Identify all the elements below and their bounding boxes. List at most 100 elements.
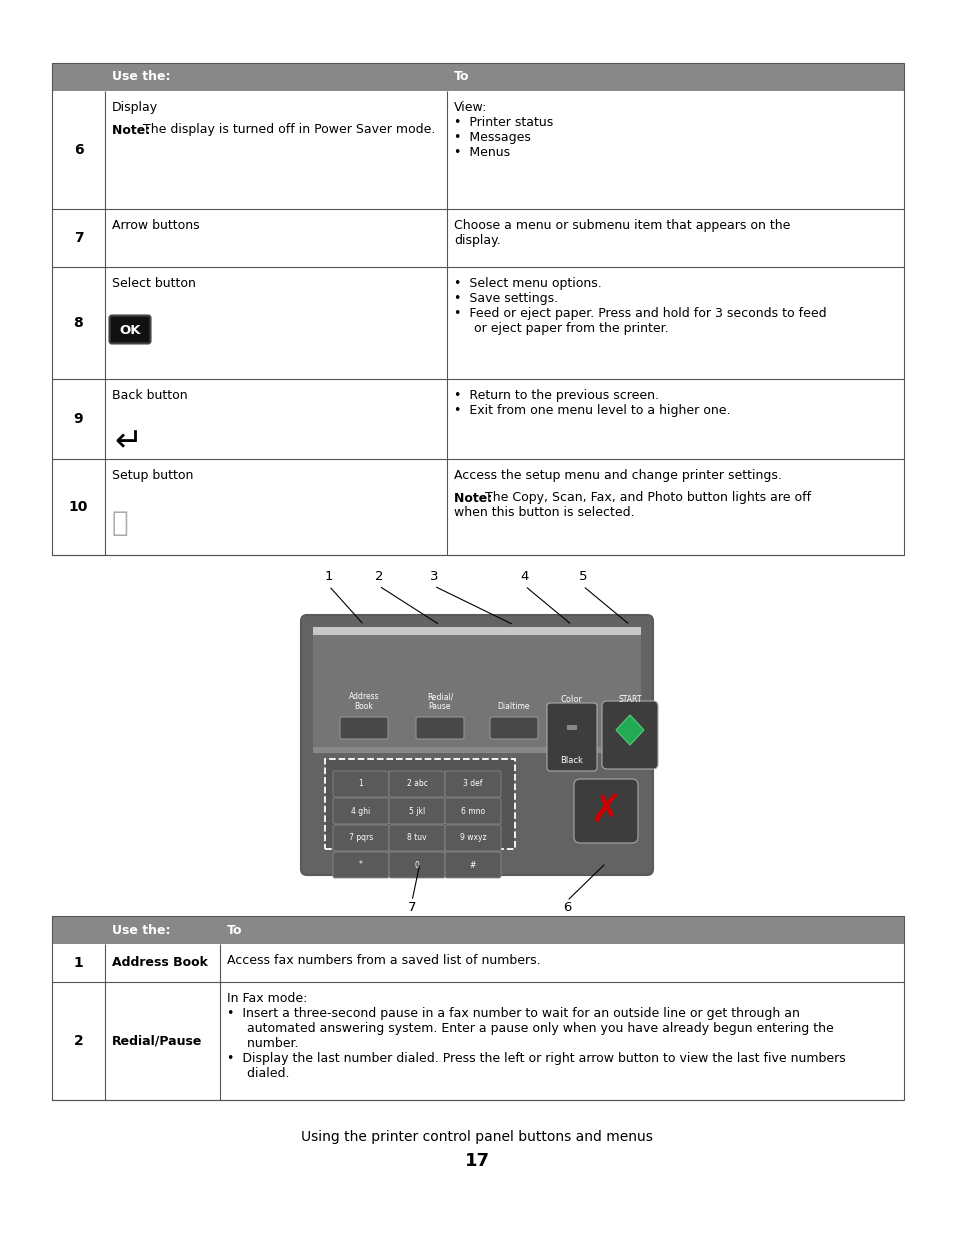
Bar (52, 459, 903, 555)
FancyBboxPatch shape (333, 825, 389, 851)
Text: 3: 3 (429, 571, 437, 583)
FancyBboxPatch shape (333, 852, 389, 878)
Text: •  Messages: • Messages (454, 131, 530, 144)
Text: Color: Color (560, 695, 582, 704)
FancyBboxPatch shape (333, 771, 389, 797)
FancyBboxPatch shape (444, 825, 500, 851)
Bar (52, 91, 903, 209)
Text: 5: 5 (578, 571, 587, 583)
Text: 0: 0 (415, 861, 419, 869)
Text: 2: 2 (73, 1034, 83, 1049)
Bar (313, 635, 640, 751)
FancyBboxPatch shape (301, 615, 652, 876)
Text: 1: 1 (324, 571, 333, 583)
FancyBboxPatch shape (546, 703, 597, 771)
Text: 6 mno: 6 mno (460, 806, 484, 815)
Text: Black: Black (560, 756, 583, 764)
Text: Setup button: Setup button (112, 469, 193, 482)
Text: ↵: ↵ (113, 425, 142, 458)
Text: dialed.: dialed. (227, 1067, 289, 1079)
Text: •  Return to the previous screen.: • Return to the previous screen. (454, 389, 659, 403)
Bar (52, 209, 903, 267)
Text: or eject paper from the printer.: or eject paper from the printer. (454, 322, 668, 335)
Text: The Copy, Scan, Fax, and Photo button lights are off: The Copy, Scan, Fax, and Photo button li… (485, 492, 810, 505)
FancyBboxPatch shape (444, 852, 500, 878)
Text: Redial/
Pause: Redial/ Pause (426, 693, 453, 711)
Text: 17: 17 (464, 1152, 489, 1170)
Text: 8 tuv: 8 tuv (407, 834, 426, 842)
Bar (313, 627, 640, 635)
Text: View:: View: (454, 101, 487, 114)
Text: •  Feed or eject paper. Press and hold for 3 seconds to feed: • Feed or eject paper. Press and hold fo… (454, 308, 825, 320)
FancyBboxPatch shape (389, 825, 444, 851)
FancyBboxPatch shape (574, 779, 638, 844)
Text: number.: number. (227, 1037, 298, 1050)
Text: 8: 8 (73, 316, 83, 330)
Text: 9 wxyz: 9 wxyz (459, 834, 486, 842)
FancyBboxPatch shape (339, 718, 388, 739)
Text: 2: 2 (375, 571, 383, 583)
Text: 7: 7 (407, 902, 416, 914)
Text: #: # (469, 861, 476, 869)
Text: Choose a menu or submenu item that appears on the: Choose a menu or submenu item that appea… (454, 219, 789, 232)
Bar (52, 379, 903, 459)
Bar (325, 760, 515, 848)
Text: 9: 9 (73, 412, 83, 426)
Text: 10: 10 (69, 500, 88, 514)
FancyBboxPatch shape (110, 315, 151, 343)
Text: 4: 4 (520, 571, 529, 583)
Bar (52, 63, 903, 91)
Bar (52, 267, 903, 379)
Bar (52, 63, 903, 555)
Text: START: START (618, 695, 641, 704)
Text: OK: OK (119, 324, 141, 336)
Text: Redial/Pause: Redial/Pause (112, 1035, 202, 1047)
Text: Using the printer control panel buttons and menus: Using the printer control panel buttons … (301, 1130, 652, 1144)
FancyBboxPatch shape (490, 718, 537, 739)
Text: 4 ghi: 4 ghi (351, 806, 370, 815)
Text: 5 jkl: 5 jkl (409, 806, 425, 815)
Text: •  Exit from one menu level to a higher one.: • Exit from one menu level to a higher o… (454, 404, 730, 417)
Bar (52, 944, 903, 982)
FancyBboxPatch shape (389, 798, 444, 824)
FancyBboxPatch shape (389, 771, 444, 797)
Text: •  Save settings.: • Save settings. (454, 291, 558, 305)
Text: Back button: Back button (112, 389, 188, 403)
Text: ✗: ✗ (589, 792, 621, 830)
Text: Access fax numbers from a saved list of numbers.: Access fax numbers from a saved list of … (227, 953, 540, 967)
Text: Use the:: Use the: (112, 70, 171, 84)
Text: 7: 7 (73, 231, 83, 245)
Text: when this button is selected.: when this button is selected. (454, 506, 634, 520)
Text: 3 def: 3 def (463, 779, 482, 788)
Text: •  Printer status: • Printer status (454, 116, 553, 128)
Text: 🔧: 🔧 (112, 509, 129, 537)
Bar (52, 982, 903, 1100)
Text: 6: 6 (562, 902, 571, 914)
Text: automated answering system. Enter a pause only when you have already begun enter: automated answering system. Enter a paus… (227, 1023, 833, 1035)
Text: Access the setup menu and change printer settings.: Access the setup menu and change printer… (454, 469, 781, 482)
Bar (313, 747, 640, 753)
Text: •  Select menu options.: • Select menu options. (454, 277, 601, 290)
FancyBboxPatch shape (389, 852, 444, 878)
Text: •  Insert a three-second pause in a fax number to wait for an outside line or ge: • Insert a three-second pause in a fax n… (227, 1007, 799, 1020)
Text: 7 pqrs: 7 pqrs (349, 834, 373, 842)
Text: Note:: Note: (112, 124, 154, 137)
Text: The display is turned off in Power Saver mode.: The display is turned off in Power Saver… (143, 124, 436, 137)
Text: To: To (227, 924, 242, 936)
Text: 6: 6 (73, 143, 83, 157)
Polygon shape (616, 715, 643, 745)
Bar (52, 916, 903, 1100)
Text: *: * (358, 861, 362, 869)
FancyBboxPatch shape (416, 718, 463, 739)
Text: Select button: Select button (112, 277, 195, 290)
Text: Use the:: Use the: (112, 924, 171, 936)
Text: •  Menus: • Menus (454, 146, 510, 159)
Text: To: To (454, 70, 469, 84)
Text: 1: 1 (358, 779, 363, 788)
Text: Dialtime: Dialtime (497, 701, 530, 711)
Text: Note:: Note: (454, 492, 497, 505)
Text: Address
Book: Address Book (349, 693, 379, 711)
Text: Display: Display (112, 101, 158, 114)
Text: 1: 1 (73, 956, 83, 969)
FancyBboxPatch shape (444, 771, 500, 797)
